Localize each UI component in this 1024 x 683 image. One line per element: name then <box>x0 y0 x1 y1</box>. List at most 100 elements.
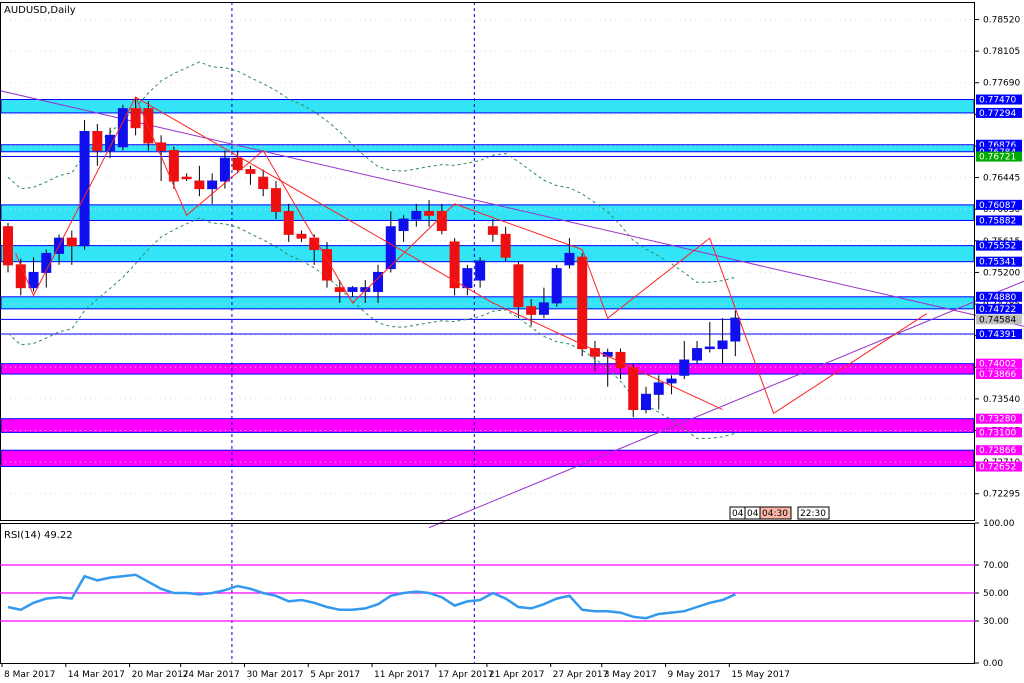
date-label: 17 Apr 2017 <box>438 670 494 680</box>
price-level-tag: 0.77470 <box>976 94 1022 106</box>
date-label: 5 Apr 2017 <box>310 670 360 680</box>
price-level-tag: 0.73280 <box>976 413 1022 425</box>
price-level-label: 0.74722 <box>979 305 1016 315</box>
candle-body <box>704 346 715 350</box>
time-marker-box <box>759 506 792 520</box>
candle-body <box>436 210 447 232</box>
candle-body <box>564 252 575 266</box>
price-tick-label: 0.72295 <box>983 490 1020 500</box>
price-level-label: 0.76721 <box>979 153 1016 163</box>
candle <box>283 203 294 242</box>
price-level-tag: 0.76721 <box>976 151 1022 163</box>
price-level-tag: 0.74391 <box>976 329 1022 340</box>
candlesticks <box>3 97 741 418</box>
rsi-title: RSI(14) 49.22 <box>4 530 73 541</box>
candle-body <box>551 268 562 304</box>
candle <box>322 241 332 288</box>
candle <box>641 386 651 414</box>
candle <box>538 287 549 319</box>
price-level-label: 0.72866 <box>979 446 1016 456</box>
price-tick-label: 0.78105 <box>983 47 1020 57</box>
price-panel-frame <box>0 2 975 521</box>
price-level-label: 0.73280 <box>979 415 1016 425</box>
candle <box>666 375 677 395</box>
zone-magenta <box>0 449 975 468</box>
date-label: 11 Apr 2017 <box>374 670 430 680</box>
candle <box>117 104 128 151</box>
date-label: 14 Mar 2017 <box>68 670 125 680</box>
price-level-label: 0.77294 <box>979 109 1016 119</box>
time-marker-label: 04:30 <box>762 509 788 519</box>
candle <box>730 310 741 357</box>
candle <box>41 249 52 288</box>
zone-magenta <box>0 363 975 375</box>
candle <box>513 261 524 319</box>
candle-body <box>347 287 358 292</box>
candle-body <box>41 252 52 273</box>
candle <box>232 150 243 174</box>
upper-band <box>7 61 736 283</box>
rsi-tick-label: 0.00 <box>983 659 1003 669</box>
candle-body <box>130 108 141 129</box>
price-level-label: 0.73866 <box>979 370 1016 380</box>
price-level-label: 0.72652 <box>979 463 1016 473</box>
price-level-bg <box>976 445 1022 456</box>
candle-body <box>449 241 460 289</box>
candle-body <box>628 367 639 411</box>
price-tick-label: 0.78520 <box>983 16 1020 26</box>
candle <box>385 211 396 273</box>
candle-body <box>117 108 128 148</box>
date-label: 20 Mar 2017 <box>132 670 189 680</box>
candle <box>704 321 715 353</box>
rsi-tick-label: 30.00 <box>983 617 1009 627</box>
candle <box>692 340 703 364</box>
candle-body <box>283 210 294 235</box>
price-tick-label: 0.76445 <box>983 174 1020 184</box>
candle <box>296 230 307 242</box>
date-label: 3 May 2017 <box>604 670 657 680</box>
candle <box>628 363 639 418</box>
candle <box>679 340 690 380</box>
price-level-tag: 0.75552 <box>976 240 1022 252</box>
candle <box>564 238 575 269</box>
candle <box>258 169 269 197</box>
candle-body <box>513 264 524 308</box>
price-level-label: 0.77470 <box>979 96 1016 106</box>
candle <box>207 173 218 204</box>
trend-line <box>0 90 1024 327</box>
candle-body <box>615 351 626 369</box>
candle-body <box>424 210 435 216</box>
candle-body <box>232 157 243 171</box>
candle-body <box>487 226 498 235</box>
candle <box>449 238 460 296</box>
price-level-bg <box>976 369 1022 380</box>
price-tick-label: 0.75200 <box>983 268 1020 278</box>
time-marker[interactable]: 04:30 <box>759 506 792 520</box>
period-separators <box>231 2 475 663</box>
candle <box>717 318 728 364</box>
price-level-bg <box>976 291 1022 302</box>
candle-body <box>105 134 116 152</box>
zone-cyan <box>0 144 975 153</box>
date-label: 8 Mar 2017 <box>4 670 55 680</box>
candle-body <box>526 306 537 315</box>
candle <box>66 230 77 265</box>
time-marker[interactable]: 22:30 <box>797 506 830 520</box>
candle <box>245 165 256 185</box>
candle-body <box>475 260 486 281</box>
date-label: 30 Mar 2017 <box>246 670 303 680</box>
price-tick-label: 0.73540 <box>983 395 1020 405</box>
price-level-tag: 0.74722 <box>976 303 1022 315</box>
price-level-bg <box>976 358 1022 369</box>
candle-body <box>15 264 26 289</box>
candle-body <box>181 176 192 180</box>
chart-title: AUDUSD,Daily <box>4 5 76 16</box>
candle-body <box>66 237 77 247</box>
candle-body <box>577 256 588 350</box>
price-level-label: 0.74391 <box>979 330 1016 340</box>
candle-body <box>730 317 741 342</box>
candle <box>347 286 358 297</box>
zone-cyan <box>0 245 975 263</box>
